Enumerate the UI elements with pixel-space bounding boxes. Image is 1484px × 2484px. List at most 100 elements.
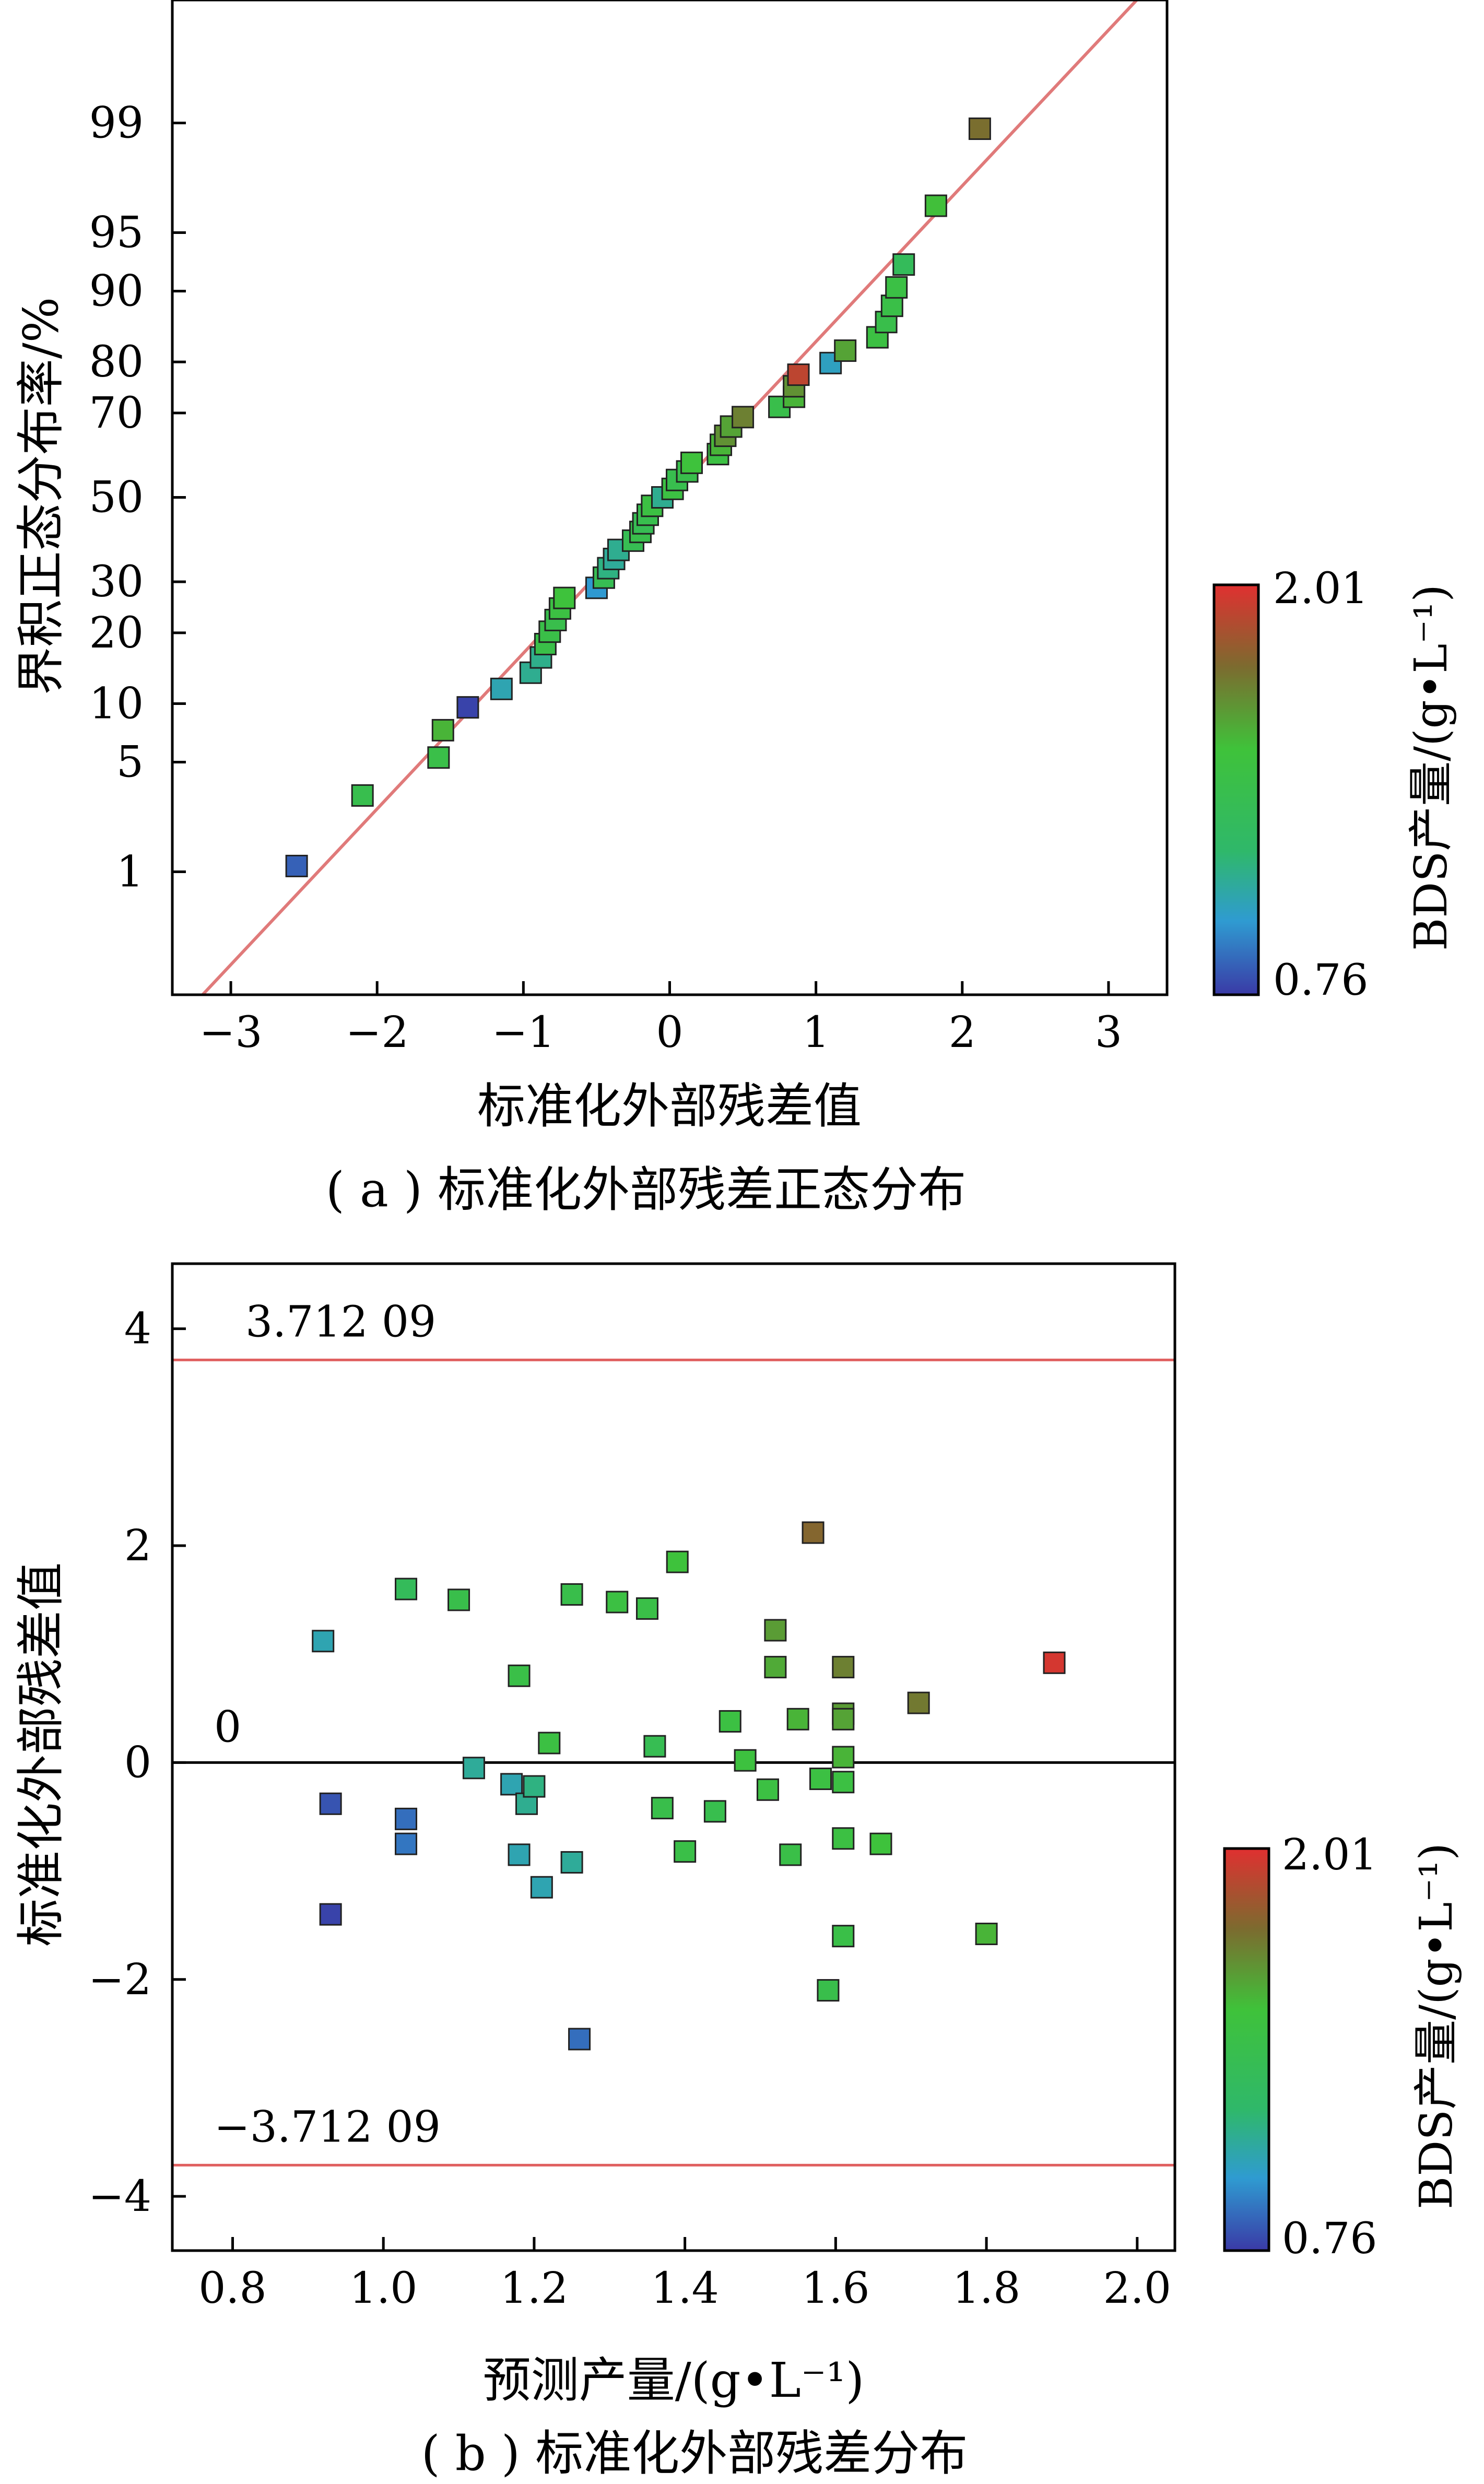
b-point [651,1797,674,1820]
b-x-tick-label: 2.0 [1103,2264,1171,2313]
b-point [764,1619,787,1642]
b-point [395,1832,418,1855]
b-point [635,1597,658,1620]
a-y-axis-label: 界积正态分布率/% [13,297,69,695]
b-colorbar-max: 2.01 [1282,1830,1377,1880]
b-reference-line-label: −3.712 09 [214,2102,441,2152]
a-colorbar-max: 2.01 [1273,564,1369,614]
b-plot-frame [171,1262,1176,2252]
b-points [312,1521,1066,2051]
b-colorbar-ramp [1223,1847,1270,2252]
b-y-tick-label: 2 [124,1521,151,1571]
a-point [490,677,513,700]
b-point [832,1708,855,1730]
a-points [285,117,991,877]
b-colorbar-title: BDS产量/(g•L⁻¹) [1410,1843,1463,2209]
a-point [732,406,755,429]
b-point [907,1691,930,1714]
b-point [538,1732,561,1755]
b-reference-line-label: 3.712 09 [245,1297,436,1347]
b-y-tick-label: −2 [88,1955,151,2005]
b-x-tick-label: 1.2 [500,2264,568,2313]
b-point [500,1773,523,1796]
b-point [869,1832,892,1855]
b-point [802,1521,825,1544]
b-y-tick-label: 4 [124,1304,151,1354]
b-point [560,1851,583,1874]
a-x-tick-label: 1 [803,1008,830,1057]
b-point [395,1577,418,1600]
b-point [312,1630,335,1653]
a-colorbar-min: 0.76 [1273,956,1369,1005]
a-point [427,746,450,769]
b-point [508,1664,531,1687]
a-caption: ( a ) 标准化外部残差正态分布 [326,1162,966,1218]
b-point [809,1768,832,1791]
a-point [431,719,454,741]
a-y-tick-label: 99 [89,98,144,148]
b-x-axis-label: 预测产量/(g•L⁻¹) [483,2352,864,2408]
a-point [834,339,857,362]
a-x-tick-label: −1 [492,1008,555,1057]
b-point [719,1710,741,1733]
panel-b: 3.712 09 0 −3.712 09 0.8 1.0 1.2 1.4 1.6 1.8 2.0… [13,1262,1176,2481]
b-colorbar: 2.01 0.76 BDS产量/(g•L⁻¹) [1223,1830,1463,2264]
a-point [680,451,703,474]
b-point [832,1656,855,1679]
b-point [560,1583,583,1606]
a-x-axis-label: 标准化外部残差值 [477,1078,862,1134]
b-point [703,1800,726,1823]
a-reference-line [200,0,1139,995]
b-point [674,1840,697,1863]
b-reference-line-label: 0 [214,1702,241,1752]
a-reference-line-group [200,0,1139,995]
a-y-tick-label: 10 [89,679,144,729]
a-x-tick-label: 3 [1095,1008,1122,1057]
a-y-tick-label: 70 [89,389,144,438]
b-point [832,1746,855,1769]
a-colorbar-ramp [1212,583,1260,996]
b-point [975,1923,998,1946]
b-point [319,1903,342,1926]
b-point [779,1843,802,1866]
b-reference-lines: 3.712 09 0 −3.712 09 [172,1297,1175,2167]
b-x-tick-label: 1.6 [802,2264,869,2313]
a-x-tick-label: 0 [656,1008,683,1057]
b-point [1043,1651,1066,1674]
a-x-tick-label: 2 [949,1008,976,1057]
b-x-tick-label: 1.0 [349,2264,417,2313]
b-point [817,1979,840,2002]
a-y-tick-label: 95 [89,208,144,258]
a-point [456,696,479,719]
b-colorbar-min: 0.76 [1282,2214,1377,2264]
b-point [568,2028,591,2051]
a-point [968,117,991,140]
a-colorbar-title: BDS产量/(g•L⁻¹) [1405,584,1457,951]
b-y-tick-label: −4 [88,2172,151,2221]
b-point [530,1876,553,1899]
a-y-tick-label: 90 [89,266,144,316]
b-point [786,1708,809,1730]
a-y-tick-label: 30 [89,557,144,607]
b-point [643,1735,666,1758]
a-y-tick-label: 1 [116,847,144,897]
b-point [832,1925,855,1948]
a-point [351,784,374,807]
b-y-tick-label: 0 [124,1738,151,1787]
b-point [832,1771,855,1794]
a-point [553,586,576,609]
b-point [462,1757,485,1780]
b-x-tick-label: 1.4 [651,2264,719,2313]
a-point [892,253,915,276]
b-caption: ( b ) 标准化外部残差分布 [421,2426,968,2481]
b-ticks: 0.8 1.0 1.2 1.4 1.6 1.8 2.0 −4 −2 0 2 4 [88,1304,1171,2313]
b-point [756,1778,779,1801]
a-point [787,363,810,386]
b-point [395,1807,418,1830]
b-point [666,1550,689,1573]
a-x-tick-label: −2 [346,1008,409,1057]
b-x-tick-label: 1.8 [952,2264,1020,2313]
